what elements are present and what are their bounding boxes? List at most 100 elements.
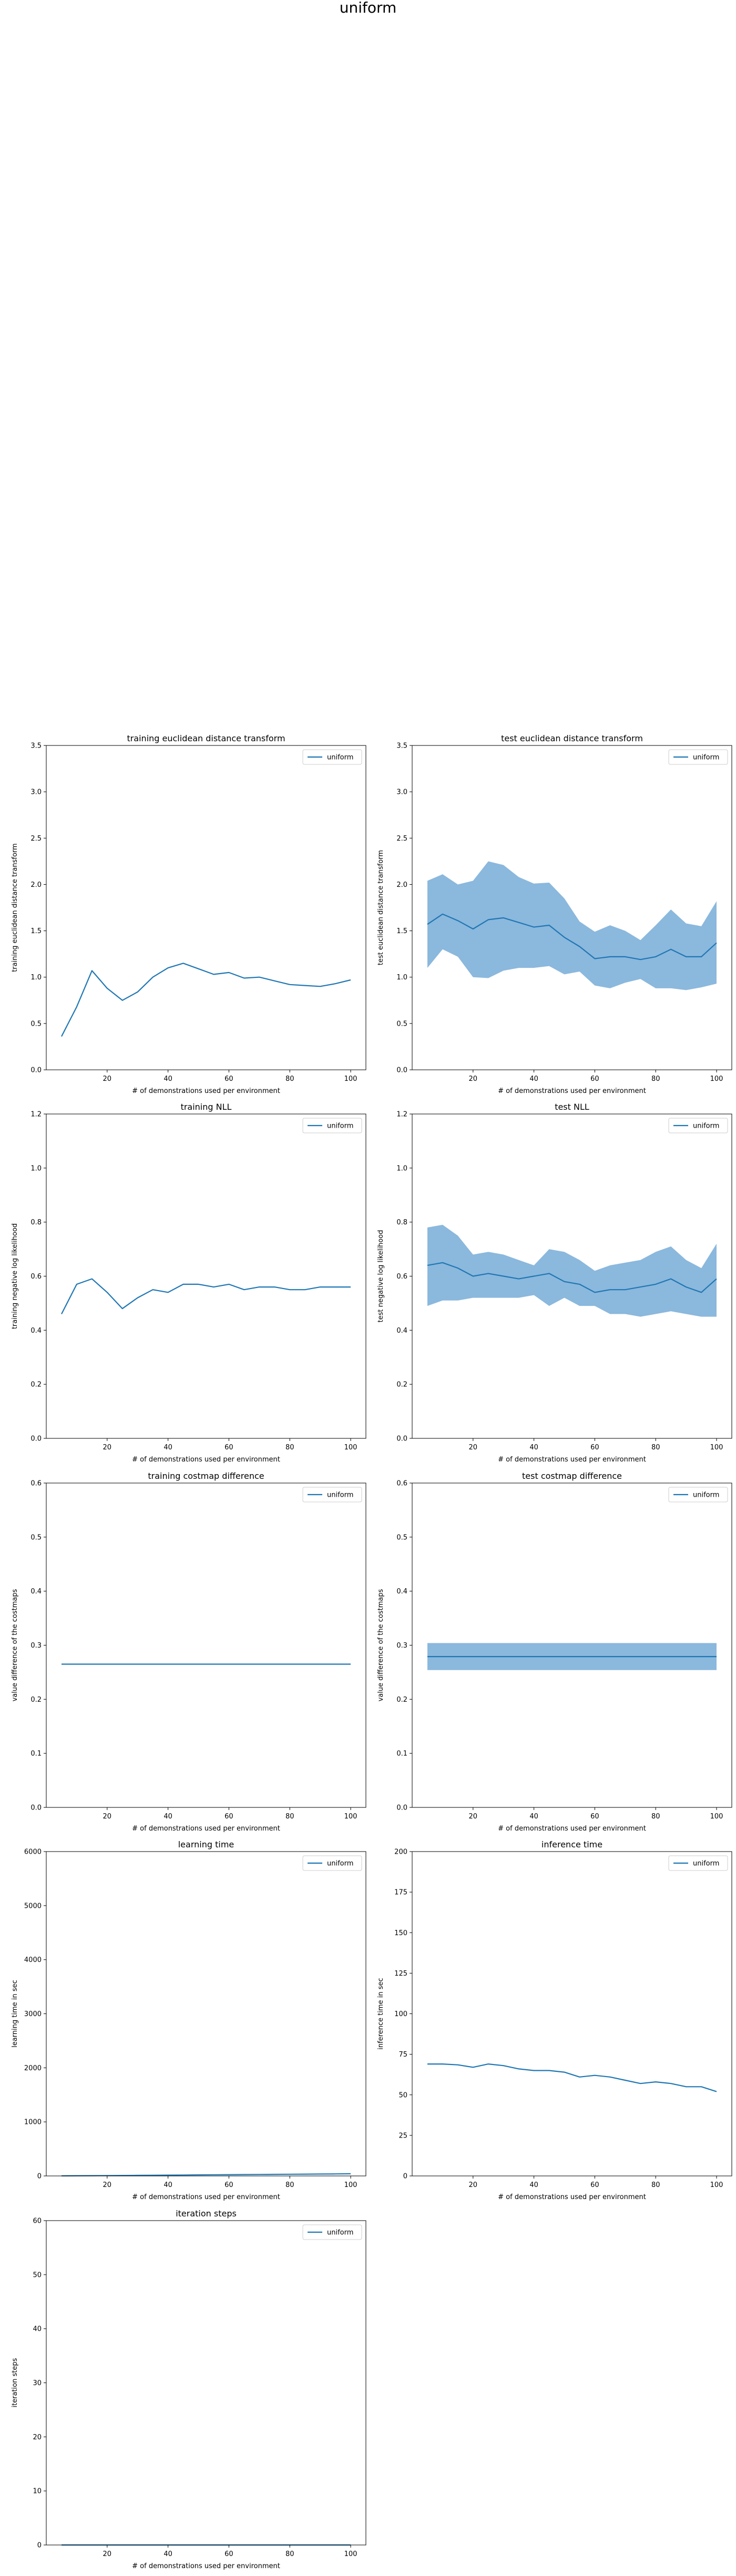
chart-panel: 20 40 60 80 100 0.0 0.5 1.0 1.5 2.0 2.5 3.0 3.5 test … — [377, 733, 732, 1095]
y-tick-label: 0.8 — [396, 1219, 407, 1226]
series-line — [61, 963, 351, 1037]
x-tick-label: 100 — [344, 1813, 357, 1821]
y-tick-label: 0.6 — [30, 1480, 42, 1488]
x-tick-label: 100 — [710, 1075, 723, 1083]
y-tick-label: 2.0 — [396, 881, 407, 889]
x-tick-label: 100 — [710, 2181, 723, 2189]
legend-box — [668, 1855, 728, 1871]
series-line — [427, 1262, 717, 1293]
chart-title: training NLL — [181, 1102, 232, 1112]
legend-box — [302, 749, 362, 765]
x-tick-label: 80 — [285, 2550, 294, 2558]
y-tick-label: 60 — [33, 2217, 42, 2225]
x-tick-label: 20 — [469, 2181, 478, 2189]
x-axis-label: # of demonstrations used per environment — [498, 2193, 646, 2201]
x-tick-label: 80 — [651, 1444, 660, 1451]
y-tick-label: 3.5 — [30, 742, 42, 750]
legend-label: uniform — [327, 1491, 353, 1499]
y-tick-label: 0 — [403, 2173, 407, 2181]
chart-panel: 20 40 60 80 100 0.0 0.1 0.2 0.3 0.4 0.5 0.6 test cos… — [377, 1471, 732, 1833]
legend-label: uniform — [693, 1491, 719, 1499]
x-tick-label: 20 — [469, 1813, 478, 1821]
y-tick-label: 100 — [394, 2010, 407, 2018]
y-tick-label: 0.4 — [30, 1327, 42, 1335]
y-tick-label: 0.0 — [396, 1435, 407, 1443]
y-axis-label: test euclidean distance transform — [377, 850, 385, 965]
x-tick-label: 100 — [344, 1075, 357, 1083]
chart-title: test euclidean distance transform — [501, 733, 643, 743]
y-tick-label: 0 — [37, 2542, 42, 2550]
y-tick-label: 2.5 — [30, 835, 42, 843]
y-tick-label: 25 — [398, 2132, 407, 2140]
x-tick-label: 60 — [224, 1444, 233, 1451]
x-axis-label: # of demonstrations used per environment — [498, 1456, 646, 1464]
legend-label: uniform — [693, 1122, 719, 1130]
y-tick-label: 1.0 — [30, 974, 42, 982]
y-tick-label: 1.5 — [30, 927, 42, 935]
y-tick-label: 0.6 — [396, 1480, 407, 1488]
y-tick-label: 2.0 — [30, 881, 42, 889]
x-axis-label: # of demonstrations used per environment — [498, 1087, 646, 1095]
y-axis-label: value difference of the costmaps — [11, 1589, 19, 1701]
y-tick-label: 1.2 — [396, 1111, 407, 1119]
y-tick-label: 4000 — [24, 1956, 42, 1964]
y-axis-label: test negative log likelihood — [377, 1230, 385, 1323]
x-tick-label: 40 — [163, 1075, 172, 1083]
y-axis-label: learning time in sec — [11, 1980, 19, 2048]
x-tick-label: 40 — [163, 1444, 172, 1451]
legend-box — [302, 1118, 362, 1133]
legend-box — [668, 1118, 728, 1133]
y-tick-label: 50 — [398, 2091, 407, 2099]
x-tick-label: 60 — [590, 1813, 599, 1821]
y-tick-label: 0.0 — [396, 1804, 407, 1812]
x-tick-label: 80 — [651, 1813, 660, 1821]
y-tick-label: 50 — [33, 2271, 42, 2279]
x-axis-label: # of demonstrations used per environment — [132, 1456, 280, 1464]
y-tick-label: 0.5 — [396, 1020, 407, 1028]
y-tick-label: 0.5 — [30, 1020, 42, 1028]
x-axis-label: # of demonstrations used per environment — [498, 1825, 646, 1833]
y-tick-label: 5000 — [24, 1902, 42, 1910]
y-tick-label: 2000 — [24, 2064, 42, 2072]
y-tick-label: 20 — [33, 2434, 42, 2441]
x-tick-label: 20 — [103, 1444, 112, 1451]
y-tick-label: 0.5 — [396, 1534, 407, 1541]
x-axis-label: # of demonstrations used per environment — [132, 2562, 280, 2570]
y-tick-label: 0.2 — [30, 1381, 42, 1389]
x-tick-label: 20 — [469, 1075, 478, 1083]
y-tick-label: 0.4 — [30, 1588, 42, 1596]
y-tick-label: 1.0 — [396, 1164, 407, 1172]
y-tick-label: 1.2 — [30, 1111, 42, 1119]
y-tick-label: 0.0 — [396, 1067, 407, 1075]
chart-title: iteration steps — [176, 2209, 237, 2219]
y-tick-label: 3.0 — [30, 789, 42, 796]
x-tick-label: 40 — [163, 2550, 172, 2558]
x-tick-label: 20 — [103, 1813, 112, 1821]
x-tick-label: 40 — [529, 2181, 538, 2189]
y-tick-label: 0.0 — [30, 1435, 42, 1443]
y-tick-label: 125 — [394, 1970, 407, 1978]
y-tick-label: 1000 — [24, 2119, 42, 2127]
y-tick-label: 0.1 — [30, 1750, 42, 1758]
chart-panel: 20 40 60 80 100 0.0 0.2 0.4 0.6 0.8 1.0 1.2 training… — [11, 1102, 366, 1464]
y-tick-label: 175 — [394, 1889, 407, 1897]
legend-label: uniform — [327, 1860, 353, 1868]
y-tick-label: 30 — [33, 2379, 42, 2387]
y-tick-label: 0.2 — [396, 1381, 407, 1389]
x-tick-label: 60 — [224, 2181, 233, 2189]
chart-title: learning time — [178, 1839, 234, 1849]
legend-label: uniform — [693, 754, 719, 762]
legend-box — [302, 1855, 362, 1871]
y-tick-label: 0.2 — [396, 1696, 407, 1704]
y-tick-label: 2.5 — [396, 835, 407, 843]
chart-title: test NLL — [555, 1102, 589, 1112]
x-tick-label: 40 — [163, 1813, 172, 1821]
y-tick-label: 40 — [33, 2325, 42, 2333]
axes-frame — [46, 1851, 366, 2176]
series-line — [61, 2173, 351, 2176]
y-tick-label: 0.3 — [30, 1642, 42, 1650]
x-tick-label: 80 — [651, 2181, 660, 2189]
chart-panel: 20 40 60 80 100 0.0 0.1 0.2 0.3 0.4 0.5 0.6 training… — [11, 1471, 366, 1833]
y-tick-label: 0.6 — [396, 1273, 407, 1281]
